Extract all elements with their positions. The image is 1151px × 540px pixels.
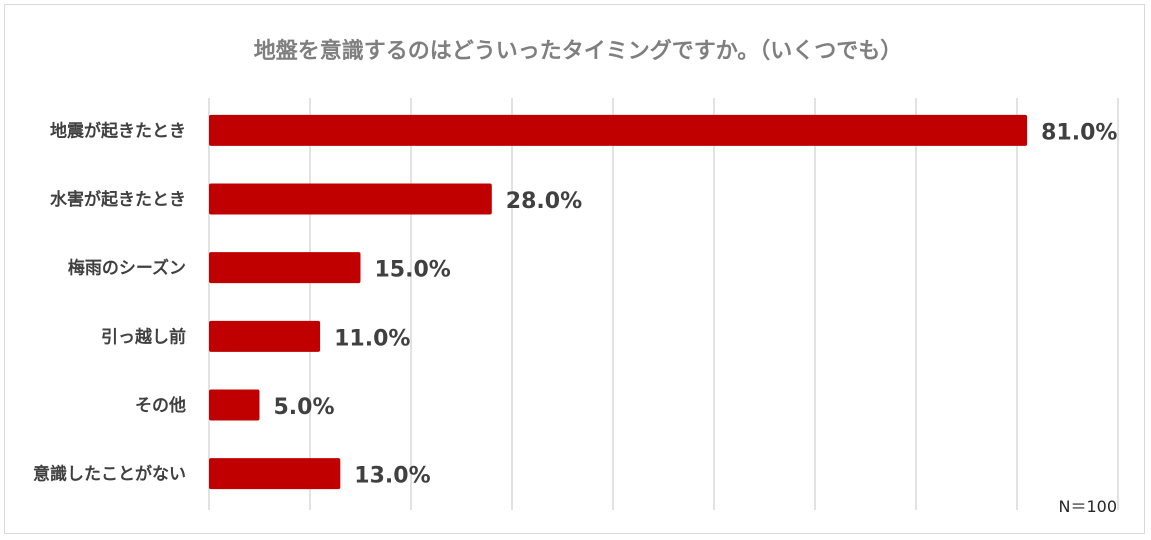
value-label: 13.0% <box>354 464 430 489</box>
value-labels: 81.0% 28.0% 15.0% 11.0% 5.0% 13.0% <box>274 120 1118 488</box>
bar <box>209 320 321 352</box>
category-label: 引っ越し前 <box>101 326 186 347</box>
value-label: 28.0% <box>506 189 582 214</box>
value-label: 11.0% <box>334 326 410 351</box>
chart-title: 地盤を意識するのはどういったタイミングですか。（いくつでも） <box>254 38 903 64</box>
bar <box>209 252 361 284</box>
bars <box>209 114 1028 490</box>
chart-frame <box>4 4 1145 534</box>
bar <box>209 114 1028 146</box>
gridlines <box>208 98 1119 510</box>
bar <box>209 183 492 215</box>
category-label: 意識したことがない <box>33 464 186 485</box>
bar <box>209 389 260 421</box>
bar <box>209 458 341 490</box>
category-label: 地震が起きたとき <box>50 120 186 141</box>
sample-size-note: N＝100 <box>1058 497 1117 516</box>
category-label: 梅雨のシーズン <box>68 258 186 279</box>
category-label: 水害が起きたとき <box>50 189 186 210</box>
value-label: 81.0% <box>1041 120 1117 145</box>
value-label: 15.0% <box>375 258 451 283</box>
value-label: 5.0% <box>274 395 335 420</box>
category-label: その他 <box>135 395 186 416</box>
